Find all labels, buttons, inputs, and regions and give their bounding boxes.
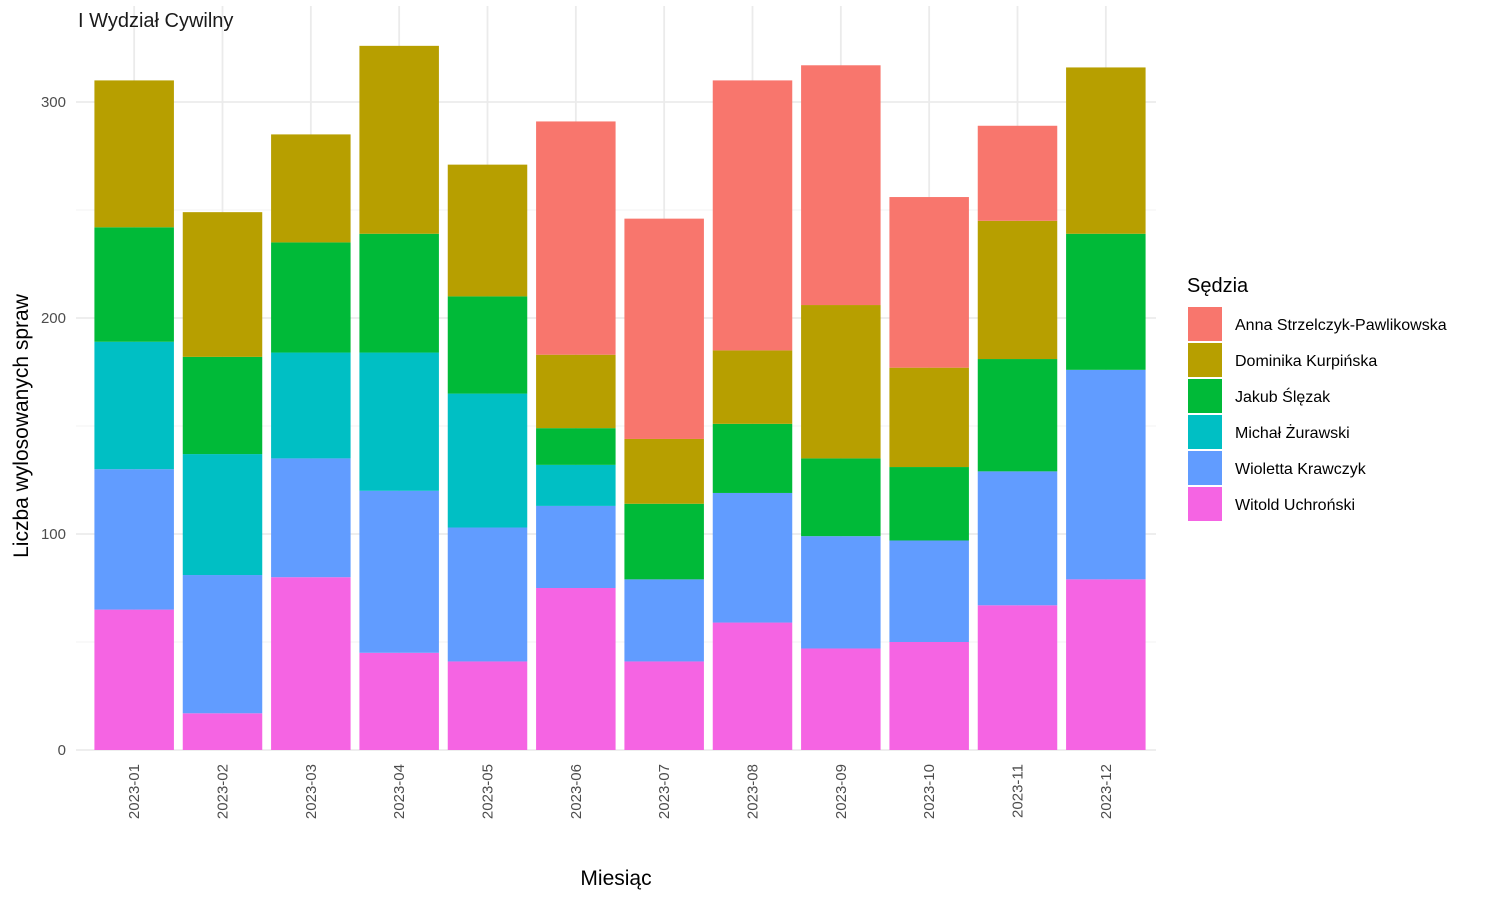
- bar-segment: [624, 661, 704, 750]
- bar-segment: [536, 505, 616, 588]
- bar-segment: [447, 527, 528, 662]
- x-tick-label: 2023-03: [303, 764, 320, 819]
- bar-segment: [359, 652, 439, 750]
- bar-segment: [889, 642, 969, 750]
- bar-segment: [977, 359, 1058, 472]
- bar-segment: [977, 605, 1058, 750]
- legend-key: [1188, 343, 1222, 377]
- bar-segment: [359, 352, 439, 491]
- legend-key: [1188, 451, 1222, 485]
- bar-segment: [447, 661, 528, 750]
- bars: [94, 45, 1146, 750]
- x-tick-label: 2023-02: [215, 764, 232, 819]
- x-tick-label: 2023-09: [833, 764, 850, 819]
- bar-segment: [536, 464, 616, 506]
- bar-segment: [447, 393, 528, 528]
- bar-segment: [889, 467, 969, 541]
- legend-key: [1188, 415, 1222, 449]
- bar-segment: [624, 579, 704, 662]
- x-axis-title: Miesiąc: [580, 867, 651, 890]
- x-tick-label: 2023-12: [1098, 764, 1115, 819]
- bar-segment: [712, 492, 793, 623]
- bar-segment: [271, 458, 351, 578]
- legend-key: [1188, 307, 1222, 341]
- bar-segment: [94, 609, 174, 750]
- bar-segment: [801, 648, 881, 750]
- y-tick-label: 300: [41, 94, 66, 111]
- bar-segment: [182, 356, 263, 455]
- legend: Sędzia Anna Strzelczyk-Pawlikowska Domini…: [1187, 275, 1447, 521]
- legend-title: Sędzia: [1187, 275, 1249, 297]
- bar-segment: [1066, 579, 1146, 750]
- bar-segment: [1066, 67, 1146, 234]
- y-axis-ticks: 0 100 200 300: [41, 94, 66, 759]
- bar-segment: [271, 134, 351, 243]
- bar-segment: [712, 350, 793, 424]
- bar-segment: [271, 242, 351, 353]
- bar-segment: [536, 428, 616, 465]
- y-axis-title: Liczba wylosowanych spraw: [10, 293, 33, 558]
- bar-segment: [94, 80, 174, 228]
- x-tick-label: 2023-11: [1010, 764, 1027, 818]
- bar-segment: [977, 471, 1058, 606]
- bar-segment: [712, 423, 793, 493]
- bar-segment: [182, 454, 263, 576]
- x-axis-ticks: 2023-01 2023-02 2023-03 2023-04 2023-05 2023-…: [126, 764, 1115, 819]
- x-tick-label: 2023-07: [656, 764, 673, 819]
- bar-segment: [359, 45, 439, 234]
- bar-segment: [712, 622, 793, 750]
- bar-segment: [801, 305, 881, 459]
- x-tick-label: 2023-01: [126, 764, 143, 819]
- bar-segment: [94, 469, 174, 610]
- bar-segment: [536, 588, 616, 750]
- bar-segment: [447, 164, 528, 297]
- x-tick-label: 2023-05: [480, 764, 497, 819]
- y-tick-label: 100: [41, 526, 66, 543]
- bar-segment: [801, 65, 881, 306]
- bar-segment: [182, 575, 263, 714]
- bar-segment: [536, 121, 616, 355]
- bar-segment: [977, 220, 1058, 360]
- y-tick-label: 0: [58, 742, 66, 759]
- bar-segment: [182, 212, 263, 357]
- bar-segment: [801, 458, 881, 537]
- bar-segment: [624, 438, 704, 504]
- legend-label: Dominika Kurpińska: [1235, 353, 1377, 370]
- bar-segment: [447, 296, 528, 394]
- legend-label: Michał Żurawski: [1235, 423, 1350, 442]
- bar-segment: [271, 577, 351, 750]
- bar-segment: [889, 197, 969, 368]
- legend-key: [1188, 487, 1222, 521]
- bar-segment: [624, 218, 704, 439]
- bar-segment: [94, 227, 174, 342]
- y-tick-label: 200: [41, 310, 66, 327]
- bar-segment: [359, 490, 439, 653]
- bar-segment: [271, 352, 351, 459]
- x-tick-label: 2023-08: [745, 764, 762, 819]
- legend-label: Witold Uchroński: [1235, 497, 1355, 514]
- bar-segment: [889, 367, 969, 468]
- chart-title: I Wydział Cywilny: [78, 10, 233, 32]
- bar-segment: [1066, 369, 1146, 580]
- x-tick-label: 2023-10: [921, 764, 938, 819]
- bar-segment: [359, 233, 439, 353]
- bar-segment: [182, 713, 263, 750]
- bar-segment: [536, 354, 616, 429]
- x-tick-label: 2023-06: [568, 764, 585, 819]
- x-tick-label: 2023-04: [391, 764, 408, 819]
- legend-label: Jakub Ślęzak: [1235, 387, 1331, 406]
- bar-segment: [801, 536, 881, 649]
- bar-segment: [1066, 233, 1146, 370]
- bar-segment: [624, 503, 704, 580]
- bar-segment: [889, 540, 969, 642]
- legend-label: Anna Strzelczyk-Pawlikowska: [1235, 317, 1447, 334]
- bar-segment: [94, 341, 174, 470]
- bar-segment: [712, 80, 793, 351]
- legend-key: [1188, 379, 1222, 413]
- legend-label: Wioletta Krawczyk: [1235, 461, 1367, 478]
- bar-segment: [977, 125, 1058, 221]
